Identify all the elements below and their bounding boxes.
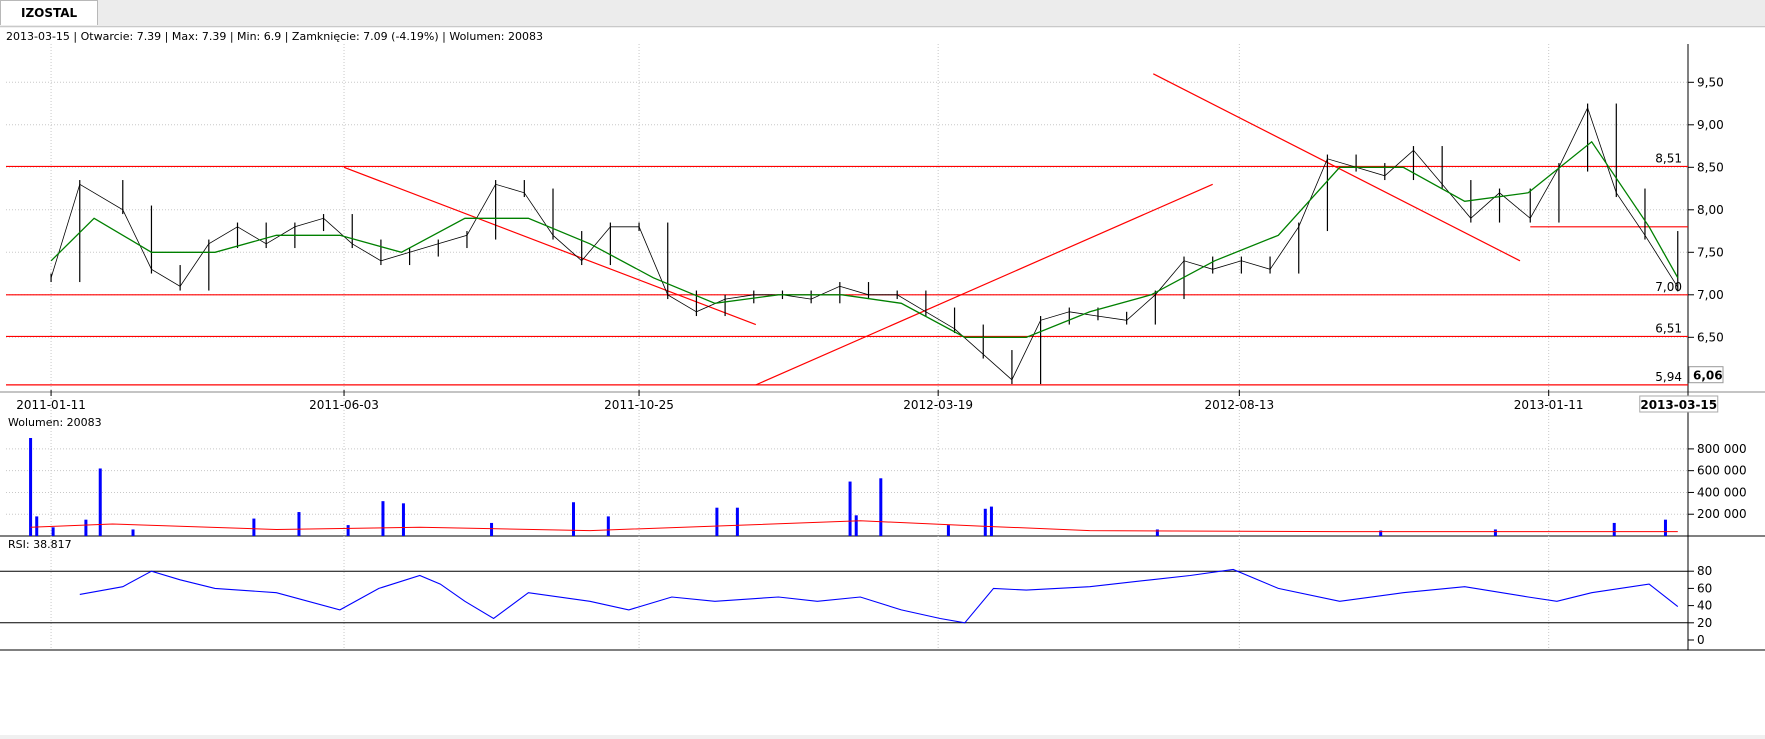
volume-bar xyxy=(571,502,575,536)
tab-bar: IZOSTAL xyxy=(0,0,1765,27)
rsi-tick-label: 40 xyxy=(1697,599,1712,613)
volume-bar xyxy=(1155,529,1159,536)
x-tick-label: 2013-01-11 xyxy=(1514,398,1584,412)
volume-tick-label: 200 000 xyxy=(1697,507,1747,521)
volume-bar xyxy=(735,507,739,536)
volume-bar xyxy=(381,501,385,536)
current-date-box xyxy=(1639,395,1719,413)
x-tick-label: 2012-03-19 xyxy=(903,398,973,412)
volume-bar xyxy=(98,468,102,536)
volume-bar xyxy=(854,515,858,536)
rsi-tick-label: 80 xyxy=(1697,564,1712,578)
chart-panel: 2013-03-15 | Otwarcie: 7.39 | Max: 7.39 … xyxy=(0,28,1765,735)
current-price-label: 6,06 xyxy=(1693,369,1723,383)
volume-average-line xyxy=(30,520,1678,533)
volume-bar xyxy=(1379,530,1383,536)
level-label: 5,94 xyxy=(1655,370,1682,384)
current-price-box xyxy=(1688,366,1724,384)
volume-bar xyxy=(35,516,39,536)
trend-line xyxy=(1153,73,1521,262)
y-tick-label: 6,50 xyxy=(1697,330,1724,344)
volume-tick-label: 800 000 xyxy=(1697,442,1747,456)
tab-izostal[interactable]: IZOSTAL xyxy=(0,0,99,25)
volume-bar xyxy=(715,507,719,536)
volume-bar xyxy=(297,512,301,536)
volume-bar xyxy=(1612,522,1616,536)
chart-canvas[interactable]: 2013-03-15 | Otwarcie: 7.39 | Max: 7.39 … xyxy=(0,28,1765,735)
y-tick-label: 9,50 xyxy=(1697,75,1724,89)
level-label: 8,51 xyxy=(1655,151,1682,165)
rsi-tick-label: 20 xyxy=(1697,616,1712,630)
rsi-tick-label: 0 xyxy=(1697,633,1705,647)
header-info: 2013-03-15 | Otwarcie: 7.39 | Max: 7.39 … xyxy=(6,30,543,43)
volume-bar xyxy=(346,525,350,536)
volume-bar xyxy=(490,522,494,536)
y-tick-label: 7,50 xyxy=(1697,245,1724,259)
level-label: 6,51 xyxy=(1655,321,1682,335)
volume-bar xyxy=(1663,519,1667,536)
x-tick-label: 2011-01-11 xyxy=(16,398,86,412)
volume-bar xyxy=(606,516,610,536)
volume-bar xyxy=(879,478,883,536)
volume-bar xyxy=(989,506,993,536)
y-tick-label: 8,50 xyxy=(1697,160,1724,174)
volume-bar xyxy=(131,529,135,536)
volume-title: Wolumen: 20083 xyxy=(8,416,102,429)
volume-bar xyxy=(51,527,55,536)
y-tick-label: 7,00 xyxy=(1697,288,1724,302)
x-tick-label: 2011-10-25 xyxy=(604,398,674,412)
volume-bar xyxy=(946,525,950,536)
current-date-label: 2013-03-15 xyxy=(1640,398,1717,412)
price-line xyxy=(50,106,1679,381)
volume-bar xyxy=(401,503,405,536)
x-tick-label: 2011-06-03 xyxy=(309,398,379,412)
x-tick-label: 2012-08-13 xyxy=(1204,398,1274,412)
trend-line xyxy=(343,166,757,326)
trend-line xyxy=(755,183,1213,386)
rsi-tick-label: 60 xyxy=(1697,581,1712,595)
volume-bar xyxy=(84,519,88,536)
volume-bar xyxy=(983,508,987,536)
y-tick-label: 9,00 xyxy=(1697,118,1724,132)
moving-average-line xyxy=(50,140,1679,338)
rsi-line xyxy=(79,568,1679,624)
y-tick-label: 8,00 xyxy=(1697,203,1724,217)
volume-bar xyxy=(1493,529,1497,536)
volume-bar xyxy=(252,518,256,536)
volume-bar xyxy=(29,438,33,536)
volume-tick-label: 400 000 xyxy=(1697,485,1747,499)
volume-tick-label: 600 000 xyxy=(1697,464,1747,478)
rsi-title: RSI: 38.817 xyxy=(8,538,72,551)
volume-bar xyxy=(848,481,852,536)
